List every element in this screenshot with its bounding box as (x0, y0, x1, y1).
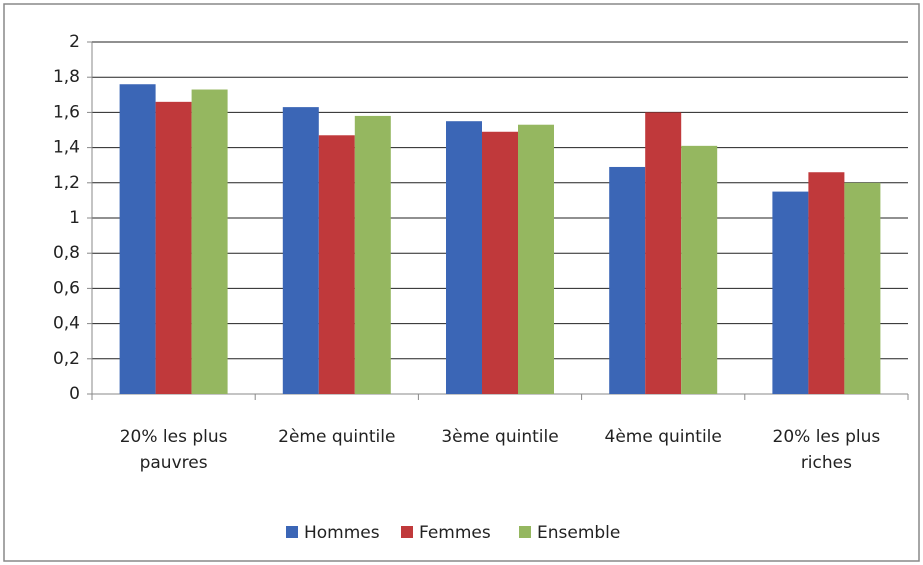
bar (609, 166, 646, 394)
bar (772, 191, 809, 394)
legend-label: Hommes (304, 523, 380, 543)
bar (354, 115, 391, 395)
x-tick-label: 20% les plus pauvres (119, 427, 228, 473)
legend-swatch (401, 526, 413, 538)
y-tick-label: 1,6 (53, 102, 80, 122)
y-tick-label: 2 (69, 32, 80, 52)
legend-swatch (286, 526, 298, 538)
bar (282, 107, 319, 395)
y-tick-label: 1 (69, 208, 80, 228)
bar (844, 182, 881, 394)
x-tick-label: 20% les plus riches (772, 427, 881, 473)
y-tick-label: 1,4 (53, 138, 80, 158)
bar (446, 121, 482, 394)
bar (681, 145, 718, 394)
y-tick-label: 0 (69, 384, 80, 404)
bar (119, 84, 156, 395)
bar (645, 112, 682, 395)
y-tick-label: 0,6 (53, 278, 80, 298)
bar (191, 89, 228, 395)
bar (518, 124, 554, 394)
y-tick-label: 0,4 (53, 314, 80, 334)
legend-label: Femmes (419, 523, 491, 543)
y-tick-label: 1,8 (53, 67, 80, 87)
y-tick-label: 0,2 (53, 349, 80, 369)
x-tick-label: 2ème quintile (278, 427, 396, 447)
y-tick-label: 1,2 (53, 173, 80, 193)
x-tick-label: 4ème quintile (604, 427, 722, 447)
bar (155, 101, 192, 394)
bar (808, 172, 845, 394)
bar (482, 131, 518, 394)
legend-swatch (519, 526, 531, 538)
x-tick-label: 3ème quintile (441, 427, 559, 447)
legend-label: Ensemble (537, 523, 620, 543)
bar (318, 135, 355, 394)
y-tick-label: 0,8 (53, 243, 80, 263)
